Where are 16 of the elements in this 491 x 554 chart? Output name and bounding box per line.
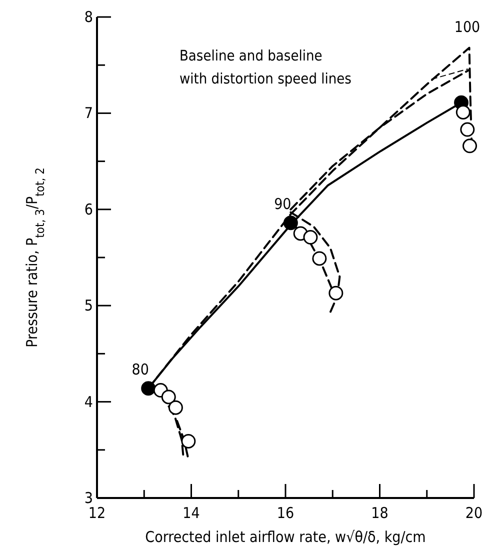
x-tick-label: 14 — [182, 504, 200, 522]
y-tick-label: 7 — [84, 104, 93, 122]
x-axis-title: Corrected inlet airflow rate, w√θ/δ, kg/cm — [145, 528, 426, 546]
y-tick-label: 3 — [84, 489, 93, 507]
y-tick-label: 5 — [84, 296, 93, 315]
annotation: 90 — [274, 194, 292, 213]
y-tick-label: 8 — [84, 8, 93, 26]
x-tick-label: 18 — [371, 504, 388, 522]
y-tick-label: 6 — [84, 200, 93, 218]
x-tick-label: 12 — [88, 504, 106, 522]
annotation: Baseline and baseline with distortion speed lines — [179, 48, 352, 88]
y-tick-label: 4 — [84, 392, 93, 411]
x-tick-label: 16 — [276, 504, 294, 522]
annotation: 100 — [454, 18, 480, 36]
annotation: 80 — [132, 360, 149, 378]
x-tick-label: 20 — [465, 504, 483, 522]
